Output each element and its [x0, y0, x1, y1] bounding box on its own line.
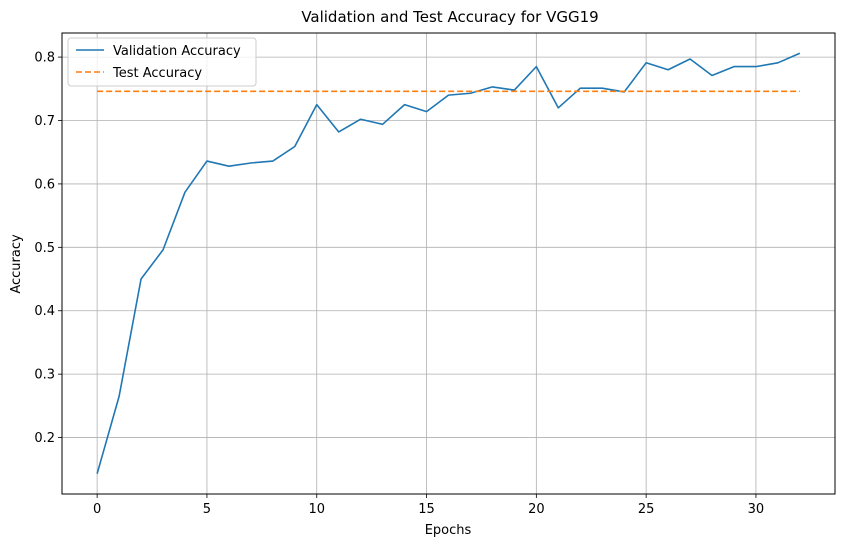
x-tick-label: 0: [93, 502, 101, 517]
x-tick-label: 5: [203, 502, 211, 517]
legend-label-validation: Validation Accuracy: [113, 44, 241, 59]
y-tick-label: 0.2: [34, 431, 55, 446]
x-tick-label: 10: [308, 502, 325, 517]
y-tick-label: 0.5: [34, 241, 55, 256]
legend-label-test: Test Accuracy: [112, 66, 202, 81]
y-tick-label: 0.3: [34, 368, 55, 383]
legend-box: [67, 37, 257, 87]
y-tick-label: 0.4: [34, 304, 55, 319]
chart-title: Validation and Test Accuracy for VGG19: [301, 8, 598, 26]
x-tick-label: 25: [638, 502, 655, 517]
plot-frame: [61, 32, 836, 495]
x-axis-title: Epochs: [425, 523, 472, 538]
y-tick-label: 0.8: [34, 51, 55, 66]
axis-ticks: 0 5 10 15 20 25 30 0.2 0.3 0.4 0.5 0.6 0.7 0.8: [34, 51, 764, 517]
y-tick-label: 0.6: [34, 177, 55, 192]
series-lines: [96, 52, 801, 474]
y-axis-title: Accuracy: [9, 234, 24, 294]
x-tick-label: 20: [528, 502, 545, 517]
x-tick-label: 30: [748, 502, 765, 517]
legend: Validation Accuracy Test Accuracy: [67, 37, 257, 87]
x-tick-label: 15: [418, 502, 435, 517]
validation-accuracy-line: [96, 52, 801, 474]
y-tick-label: 0.7: [34, 114, 55, 129]
grid: [62, 33, 835, 494]
